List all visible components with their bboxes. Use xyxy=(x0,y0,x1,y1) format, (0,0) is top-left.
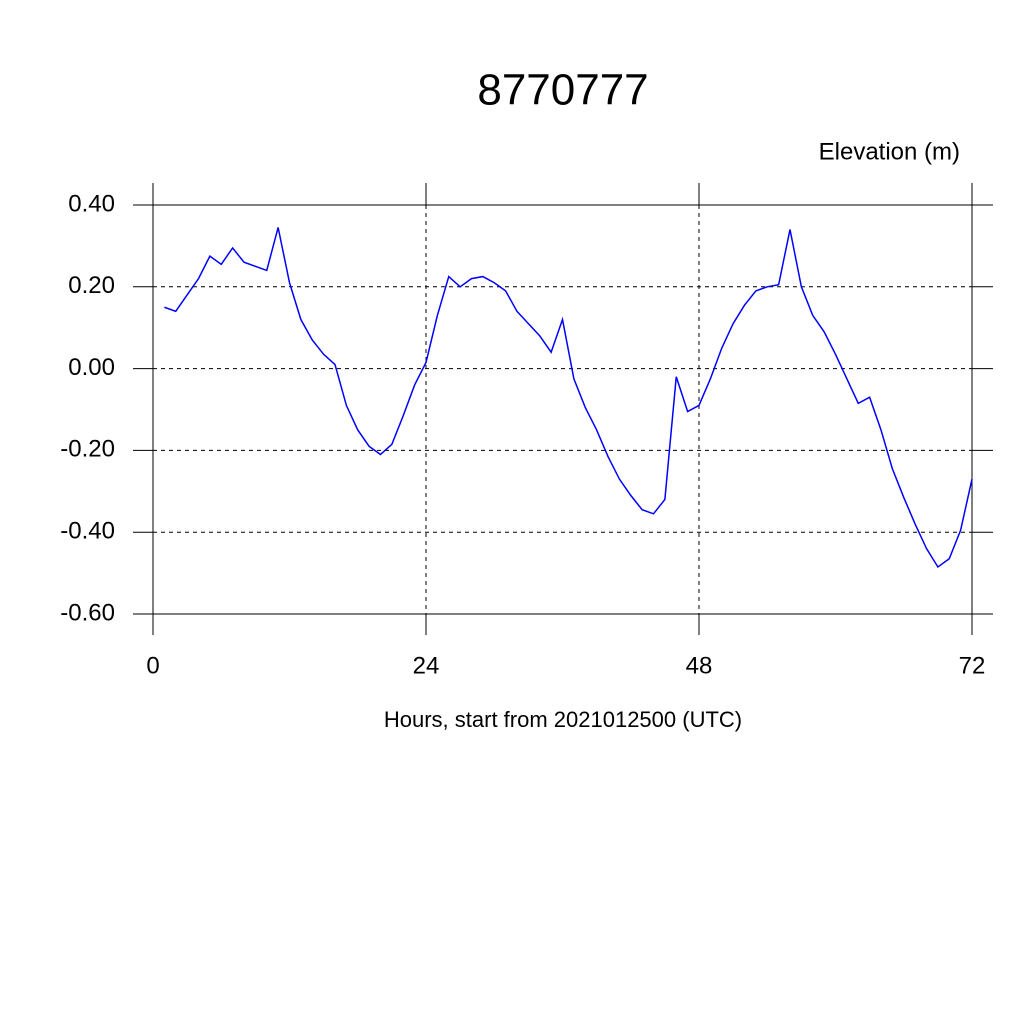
plot-frame xyxy=(152,204,973,615)
y-tick-label: -0.60 xyxy=(60,599,115,626)
x-tick-label: 72 xyxy=(959,652,986,679)
y-tick-label: 0.40 xyxy=(68,190,115,217)
x-tick-label: 48 xyxy=(686,652,713,679)
x-tick-label: 0 xyxy=(146,652,159,679)
y-tick-label: 0.20 xyxy=(68,272,115,299)
y-axis-label: Elevation (m) xyxy=(819,138,960,165)
y-tick-label: 0.00 xyxy=(68,354,115,381)
y-tick-label: -0.40 xyxy=(60,518,115,545)
x-axis-label: Hours, start from 2021012500 (UTC) xyxy=(384,707,742,732)
chart-title: 8770777 xyxy=(477,66,648,115)
y-tick-label: -0.20 xyxy=(60,436,115,463)
x-tick-label: 24 xyxy=(413,652,440,679)
data-line xyxy=(164,227,973,569)
